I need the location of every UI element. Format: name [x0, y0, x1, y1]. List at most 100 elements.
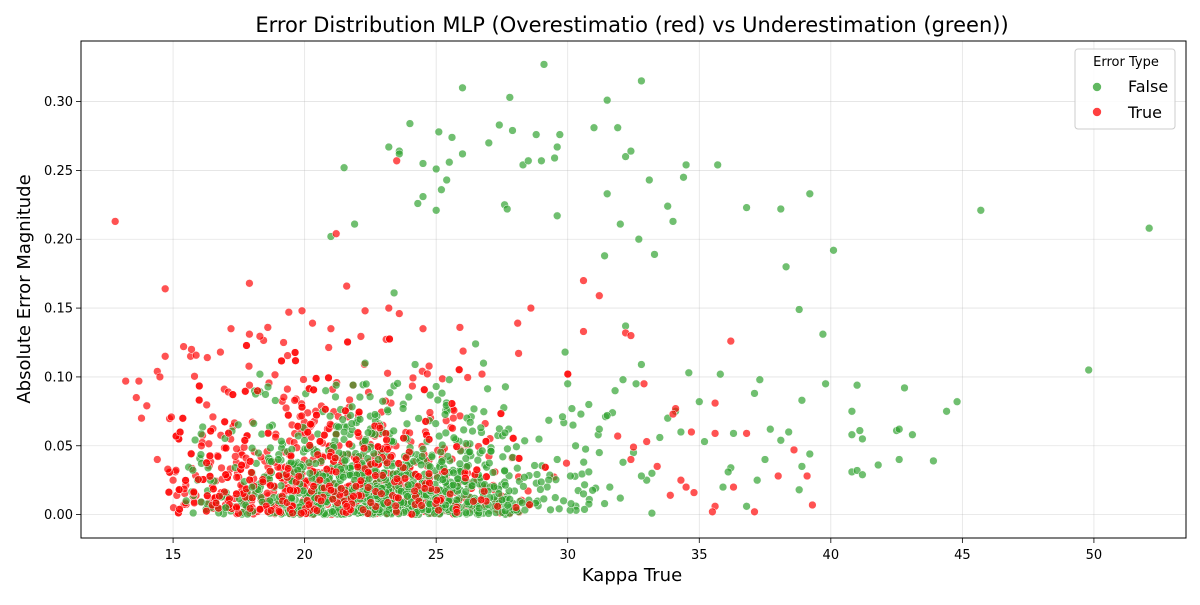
- data-point-false: [261, 390, 270, 399]
- data-point-false: [647, 509, 657, 518]
- data-point-true: [181, 476, 190, 485]
- data-point-false: [393, 379, 402, 388]
- data-point-false: [544, 416, 553, 425]
- data-point-false: [339, 427, 349, 437]
- data-point-false: [445, 375, 454, 384]
- data-point-false: [378, 397, 387, 406]
- data-point-false: [679, 173, 688, 182]
- data-point-true: [425, 478, 434, 488]
- data-point-false: [558, 412, 567, 421]
- data-point-true: [246, 504, 255, 513]
- data-point-false: [404, 392, 413, 402]
- data-point-false: [874, 460, 883, 470]
- data-point-true: [418, 324, 428, 333]
- data-point-true: [195, 395, 204, 405]
- data-point-false: [566, 471, 575, 481]
- data-point-false: [339, 163, 349, 172]
- data-point-false: [650, 250, 659, 259]
- data-point-false: [461, 487, 470, 496]
- data-point-true: [423, 369, 432, 379]
- data-point-false: [580, 505, 589, 514]
- data-point-true: [279, 393, 288, 402]
- data-point-false: [530, 461, 539, 470]
- data-point-true: [514, 454, 524, 463]
- data-point-true: [187, 345, 196, 354]
- data-point-false: [637, 76, 646, 86]
- data-point-true: [676, 476, 686, 485]
- data-point-false: [500, 428, 510, 438]
- data-point-false: [461, 508, 471, 517]
- data-point-false: [486, 447, 496, 456]
- data-point-false: [449, 433, 459, 442]
- data-point-false: [287, 493, 296, 503]
- data-point-true: [294, 472, 303, 481]
- x-tick-label: 20: [296, 548, 313, 563]
- data-point-true: [153, 455, 162, 464]
- data-point-false: [414, 414, 423, 423]
- data-point-false: [479, 359, 488, 368]
- data-point-true: [563, 369, 572, 379]
- data-point-false: [197, 497, 206, 507]
- data-point-true: [232, 473, 241, 482]
- data-point-true: [231, 452, 240, 461]
- data-point-true: [750, 507, 759, 516]
- data-point-false: [631, 379, 641, 388]
- data-point-true: [312, 410, 321, 420]
- data-point-true: [394, 459, 403, 468]
- data-point-false: [795, 485, 804, 494]
- data-point-true: [421, 417, 430, 426]
- data-point-true: [424, 469, 434, 478]
- data-point-true: [175, 505, 184, 514]
- data-point-false: [325, 411, 335, 421]
- data-point-false: [413, 199, 422, 208]
- data-point-true: [401, 453, 411, 462]
- data-point-true: [343, 337, 352, 347]
- data-point-false: [929, 456, 938, 466]
- data-point-true: [315, 475, 324, 485]
- data-point-true: [364, 483, 373, 492]
- data-point-true: [420, 385, 429, 394]
- data-point-true: [477, 369, 487, 379]
- data-point-true: [383, 369, 392, 378]
- data-point-false: [404, 480, 413, 490]
- data-point-false: [304, 458, 314, 467]
- data-point-false: [579, 458, 588, 467]
- data-point-true: [286, 451, 296, 461]
- data-point-false: [447, 133, 457, 142]
- data-point-true: [279, 338, 288, 347]
- data-point-false: [441, 428, 450, 438]
- data-point-false: [797, 396, 807, 405]
- data-point-false: [584, 499, 594, 509]
- data-point-false: [600, 251, 609, 260]
- data-point-false: [348, 380, 358, 390]
- data-point-true: [299, 375, 308, 384]
- data-point-true: [266, 506, 276, 515]
- data-point-false: [190, 435, 200, 445]
- data-point-true: [187, 449, 196, 458]
- legend-label-true: True: [1127, 103, 1162, 122]
- data-point-false: [818, 330, 828, 339]
- data-point-true: [206, 426, 215, 436]
- data-point-true: [263, 429, 273, 438]
- data-point-true: [687, 427, 696, 437]
- data-point-true: [245, 330, 254, 339]
- data-point-true: [155, 372, 165, 382]
- data-point-false: [483, 384, 492, 393]
- data-point-true: [208, 412, 218, 422]
- data-point-false: [645, 175, 654, 185]
- data-point-true: [373, 442, 383, 451]
- data-point-false: [571, 441, 580, 450]
- data-point-true: [202, 458, 211, 467]
- data-point-false: [546, 505, 555, 514]
- data-point-false: [797, 462, 807, 471]
- x-tick-label: 15: [165, 548, 182, 563]
- data-point-false: [478, 446, 487, 455]
- data-point-false: [466, 418, 475, 427]
- data-point-true: [205, 451, 215, 461]
- data-point-false: [485, 458, 494, 468]
- data-point-false: [895, 455, 904, 464]
- data-point-true: [308, 319, 317, 328]
- data-point-true: [424, 435, 434, 444]
- data-point-false: [524, 156, 533, 165]
- data-point-true: [246, 457, 255, 466]
